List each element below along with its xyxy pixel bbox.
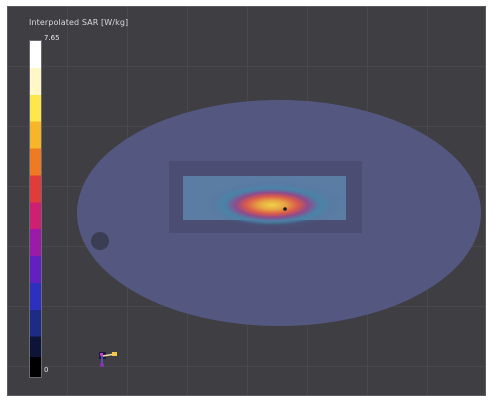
colorbar-max-label: 7.65 bbox=[44, 34, 60, 42]
colorbar-min-label: 0 bbox=[44, 366, 49, 374]
sar-hotspot bbox=[214, 185, 330, 225]
grid-line bbox=[7, 366, 486, 367]
colorbar bbox=[29, 40, 42, 378]
colorbar-title: Interpolated SAR [W/kg] bbox=[29, 18, 129, 27]
axes-triad-icon[interactable] bbox=[97, 350, 121, 370]
phantom-feed-marker bbox=[91, 232, 109, 250]
grid-line bbox=[7, 66, 486, 67]
peak-sar-marker bbox=[283, 207, 287, 211]
grid-line bbox=[67, 6, 68, 396]
sar-scene bbox=[77, 100, 481, 326]
3d-viewport[interactable]: Interpolated SAR [W/kg] 7.65 0 bbox=[7, 6, 486, 396]
